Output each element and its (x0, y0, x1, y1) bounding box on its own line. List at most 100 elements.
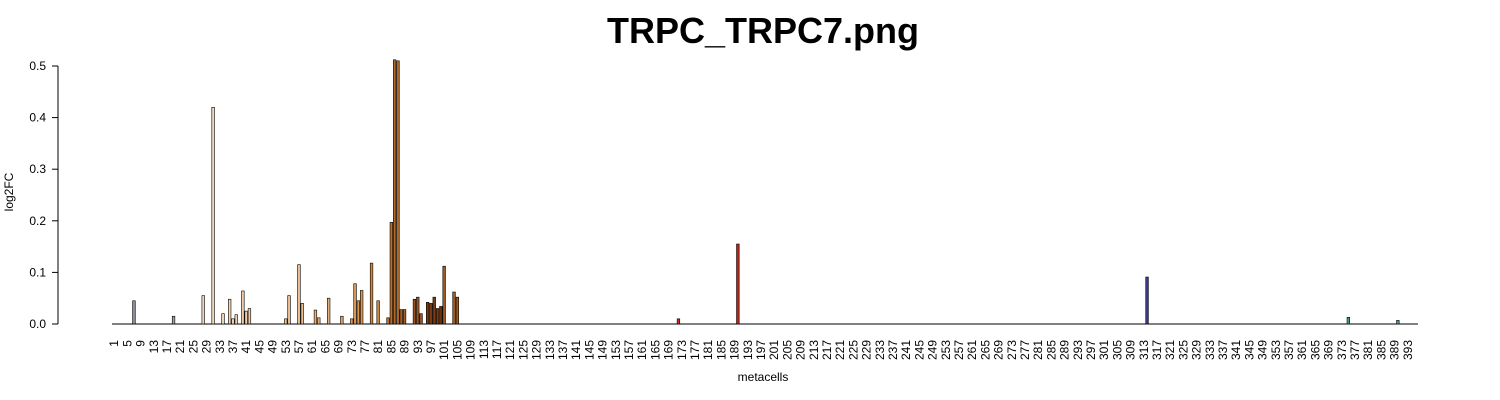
bar (228, 298, 232, 325)
x-tick-label: 153 (609, 340, 623, 360)
x-tick-label: 105 (450, 340, 464, 360)
x-tick-label: 257 (952, 340, 966, 360)
x-tick-label: 317 (1150, 340, 1164, 360)
y-axis-label: log2FC (2, 172, 16, 211)
x-tick-label: 273 (1005, 340, 1019, 360)
x-tick-label: 17 (160, 340, 174, 354)
y-tick-label: 0.3 (29, 162, 46, 176)
bar (247, 308, 252, 325)
bar (201, 295, 205, 325)
bar (297, 264, 301, 325)
x-tick-label: 205 (780, 340, 794, 360)
bar (1145, 276, 1149, 325)
bar (412, 298, 417, 325)
bar (376, 300, 380, 325)
bar (221, 313, 225, 325)
x-tick-label: 41 (239, 340, 253, 354)
x-tick-label: 117 (490, 340, 504, 359)
x-tick-label: 341 (1229, 340, 1243, 360)
x-tick-label: 157 (622, 340, 636, 360)
x-tick-label: 129 (530, 340, 544, 360)
x-tick-label: 13 (147, 340, 161, 354)
bar (353, 283, 357, 325)
x-tick-label: 113 (477, 340, 491, 359)
bar (736, 243, 740, 325)
x-tick-label: 29 (200, 340, 214, 354)
bar (317, 317, 321, 325)
x-tick-label: 281 (1031, 340, 1045, 360)
x-tick-label: 233 (873, 340, 887, 360)
x-tick-label: 305 (1110, 340, 1124, 360)
x-tick-label: 93 (411, 340, 425, 354)
x-tick-label: 245 (912, 340, 926, 360)
x-tick-label: 249 (926, 340, 940, 360)
x-tick-label: 253 (939, 340, 953, 360)
bar (676, 318, 681, 325)
x-tick-label: 309 (1124, 340, 1138, 360)
bar (350, 318, 354, 325)
x-tick-label: 261 (965, 340, 979, 360)
x-tick-label: 225 (846, 340, 860, 360)
y-ticks: 0.0 0.1 0.2 0.3 0.4 0.5 (29, 59, 58, 331)
x-axis-label: metacells (738, 370, 789, 384)
x-tick-label: 73 (345, 340, 359, 354)
x-tick-label: 101 (437, 340, 451, 360)
x-tick-label: 97 (424, 340, 438, 354)
bar (356, 300, 360, 325)
bar (1346, 316, 1350, 325)
x-tick-label: 45 (252, 340, 266, 354)
x-tick-label: 301 (1097, 340, 1111, 360)
bar (360, 290, 364, 325)
x-tick-label: 221 (833, 340, 847, 360)
x-tick-label: 353 (1269, 340, 1283, 360)
y-tick-label: 0.5 (29, 59, 46, 73)
x-tick-label: 241 (899, 340, 913, 360)
bar (231, 318, 235, 325)
x-tick-label: 161 (635, 340, 649, 360)
x-tick-label: 325 (1176, 340, 1190, 360)
x-tick-label: 169 (662, 340, 676, 360)
x-tick-label: 5 (120, 340, 134, 347)
x-tick-label: 201 (767, 340, 781, 360)
x-tick-label: 349 (1256, 340, 1270, 360)
x-tick-label: 189 (728, 340, 742, 360)
x-tick-label: 69 (332, 340, 346, 354)
x-tick-label: 173 (675, 340, 689, 360)
x-tick-label: 137 (556, 340, 570, 360)
bar (386, 317, 390, 325)
x-tick-label: 185 (714, 340, 728, 360)
bar (402, 309, 407, 325)
x-tick-label: 209 (794, 340, 808, 360)
x-tick-label: 389 (1388, 340, 1402, 360)
x-tick-label: 37 (226, 340, 240, 354)
x-tick-label: 237 (886, 340, 900, 360)
x-tick-label: 165 (648, 340, 662, 360)
x-tick-label: 357 (1282, 340, 1296, 360)
x-tick-label: 193 (741, 340, 755, 360)
x-tick-label: 337 (1216, 340, 1230, 360)
x-tick-label: 381 (1361, 340, 1375, 360)
y-tick-label: 0.4 (29, 111, 46, 125)
bar (435, 308, 440, 325)
x-tick-label: 297 (1084, 340, 1098, 360)
x-tick-label: 229 (860, 340, 874, 360)
x-tick-label: 333 (1203, 340, 1217, 360)
x-tick-label: 313 (1137, 340, 1151, 360)
y-tick-label: 0.0 (29, 317, 46, 331)
bar (234, 314, 238, 325)
bar (211, 106, 215, 325)
bar (171, 315, 176, 325)
bar (244, 310, 248, 325)
x-tick-label: 53 (279, 340, 293, 354)
x-tick-label: 361 (1295, 340, 1309, 360)
x-tick-label: 369 (1322, 340, 1336, 360)
y-tick-label: 0.1 (29, 265, 46, 279)
x-tick-label: 85 (384, 340, 398, 354)
bar (300, 303, 304, 325)
x-tick-label: 25 (186, 340, 200, 354)
x-tick-label: 181 (701, 340, 715, 360)
x-tick-label: 321 (1163, 340, 1177, 360)
x-tick-label: 217 (820, 340, 834, 360)
x-tick-label: 293 (1071, 340, 1085, 360)
